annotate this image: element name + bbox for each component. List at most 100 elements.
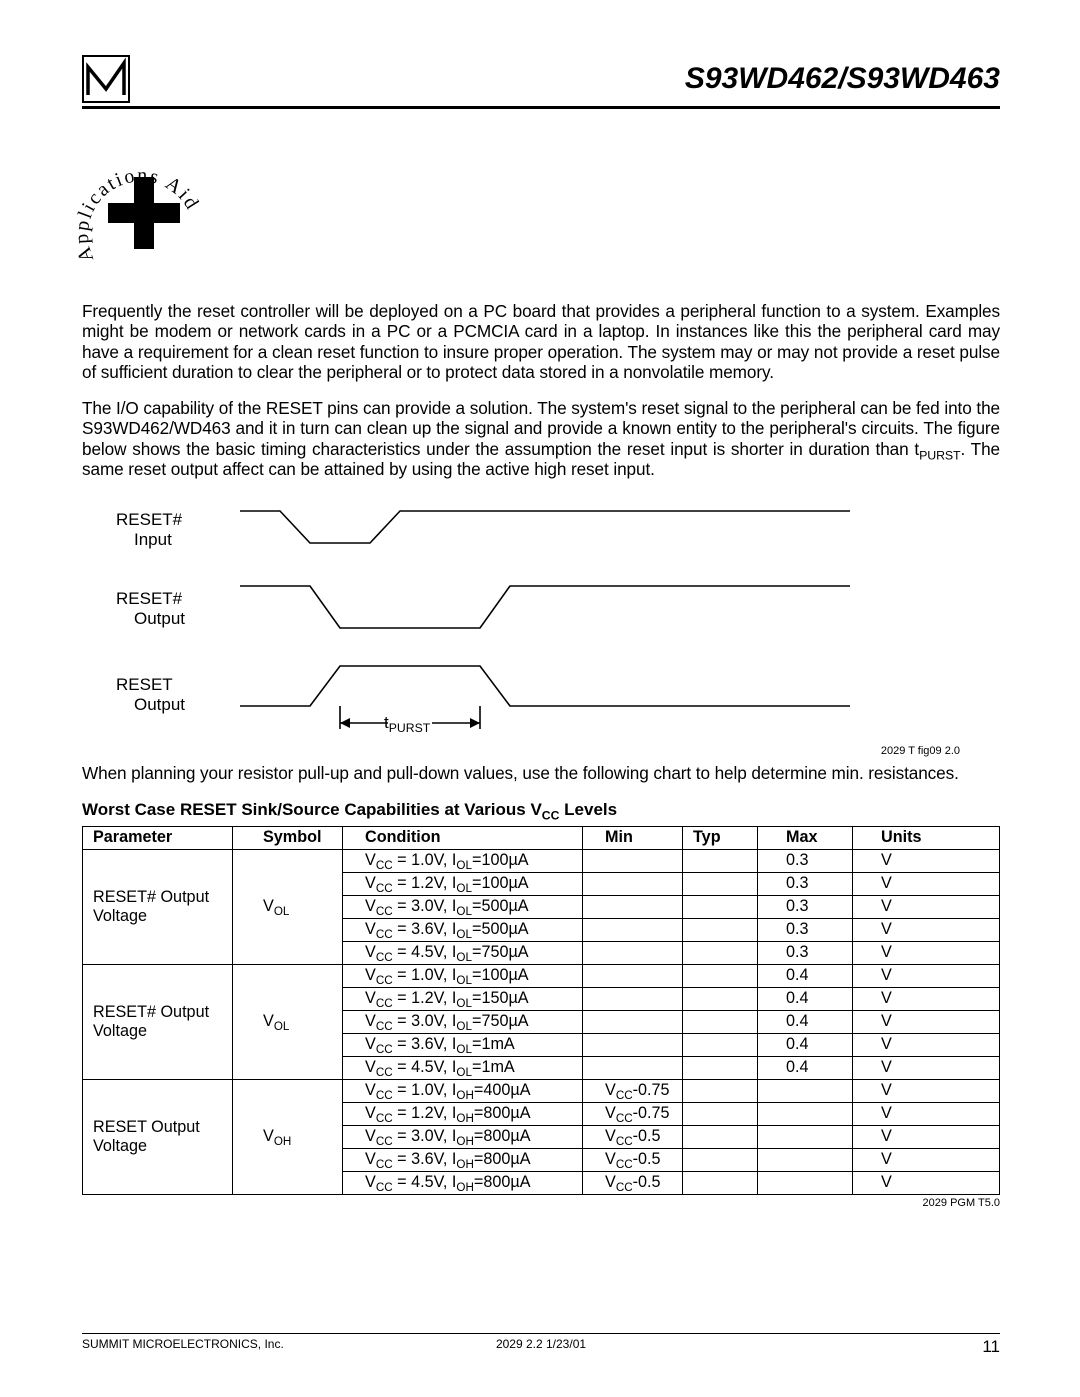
- cell-condition: VCC = 3.6V, IOL=1mA: [343, 1033, 583, 1056]
- cell-min: VCC-0.75: [583, 1102, 683, 1125]
- cell-symbol: VOH: [233, 1079, 343, 1194]
- cell-min: [583, 895, 683, 918]
- table-header: Condition: [343, 826, 583, 849]
- cell-max: [758, 1102, 853, 1125]
- figure-tag: 2029 T fig09 2.0: [82, 745, 960, 757]
- cell-min: [583, 1010, 683, 1033]
- cell-min: [583, 1033, 683, 1056]
- cell-typ: [683, 872, 758, 895]
- cell-typ: [683, 1079, 758, 1102]
- cell-condition: VCC = 3.6V, IOH=800µA: [343, 1148, 583, 1171]
- table-tag: 2029 PGM T5.0: [82, 1197, 1000, 1209]
- cell-condition: VCC = 3.6V, IOL=500µA: [343, 918, 583, 941]
- datasheet-page: S93WD462/S93WD463 Applications Aid Frequ…: [0, 0, 1080, 1397]
- svg-text:Output: Output: [134, 695, 185, 714]
- table-title: Worst Case RESET Sink/Source Capabilitie…: [82, 800, 1000, 820]
- p2-text-a: The I/O capability of the RESET pins can…: [82, 398, 1000, 459]
- table-header: Max: [758, 826, 853, 849]
- cell-typ: [683, 1033, 758, 1056]
- table-header: Min: [583, 826, 683, 849]
- cell-condition: VCC = 1.2V, IOL=150µA: [343, 987, 583, 1010]
- cell-condition: VCC = 4.5V, IOL=1mA: [343, 1056, 583, 1079]
- cell-min: [583, 849, 683, 872]
- table-row: RESET# OutputVoltageVOLVCC = 1.0V, IOL=1…: [83, 849, 1000, 872]
- cell-units: V: [853, 987, 1000, 1010]
- cell-condition: VCC = 1.0V, IOL=100µA: [343, 964, 583, 987]
- part-number-title: S93WD462/S93WD463: [685, 62, 1000, 96]
- cell-units: V: [853, 918, 1000, 941]
- cell-max: 0.4: [758, 1033, 853, 1056]
- cell-units: V: [853, 964, 1000, 987]
- cell-min: VCC-0.5: [583, 1171, 683, 1194]
- cell-units: V: [853, 1148, 1000, 1171]
- cell-max: 0.3: [758, 872, 853, 895]
- cell-max: 0.3: [758, 941, 853, 964]
- svg-text:tPURST: tPURST: [384, 713, 431, 735]
- cell-units: V: [853, 895, 1000, 918]
- cell-units: V: [853, 1125, 1000, 1148]
- company-logo: [82, 55, 130, 103]
- cell-parameter: RESET# OutputVoltage: [83, 849, 233, 964]
- cell-units: V: [853, 1171, 1000, 1194]
- cell-typ: [683, 964, 758, 987]
- footer-docinfo: 2029 2.2 1/23/01: [82, 1337, 1000, 1351]
- cell-typ: [683, 1102, 758, 1125]
- svg-text:Output: Output: [134, 609, 185, 628]
- table-title-b: Levels: [559, 800, 617, 819]
- svg-text:Applications Aid: Applications Aid: [77, 164, 204, 264]
- table-header: Parameter: [83, 826, 233, 849]
- cell-units: V: [853, 941, 1000, 964]
- applications-aid-badge: Applications Aid: [82, 151, 212, 271]
- cell-parameter: RESET OutputVoltage: [83, 1079, 233, 1194]
- cell-min: [583, 918, 683, 941]
- cell-max: 0.4: [758, 964, 853, 987]
- cell-units: V: [853, 872, 1000, 895]
- cell-condition: VCC = 4.5V, IOH=800µA: [343, 1171, 583, 1194]
- cell-min: [583, 872, 683, 895]
- cell-symbol: VOL: [233, 849, 343, 964]
- cell-units: V: [853, 1010, 1000, 1033]
- cell-parameter: RESET# OutputVoltage: [83, 964, 233, 1079]
- cell-max: 0.4: [758, 1056, 853, 1079]
- svg-text:RESET: RESET: [116, 675, 173, 694]
- cell-typ: [683, 1010, 758, 1033]
- cell-typ: [683, 895, 758, 918]
- cell-min: VCC-0.5: [583, 1125, 683, 1148]
- cell-max: [758, 1125, 853, 1148]
- page-header: S93WD462/S93WD463: [82, 55, 1000, 109]
- svg-text:Input: Input: [134, 530, 172, 549]
- cell-typ: [683, 941, 758, 964]
- cell-units: V: [853, 1102, 1000, 1125]
- cell-max: [758, 1079, 853, 1102]
- cell-max: 0.4: [758, 987, 853, 1010]
- table-title-sub: CC: [542, 808, 560, 822]
- cell-max: [758, 1148, 853, 1171]
- cell-typ: [683, 918, 758, 941]
- svg-text:RESET#: RESET#: [116, 589, 183, 608]
- cell-condition: VCC = 1.0V, IOH=400µA: [343, 1079, 583, 1102]
- p2-sub: PURST: [919, 448, 960, 462]
- cell-max: 0.3: [758, 918, 853, 941]
- spec-table: ParameterSymbolConditionMinTypMaxUnitsRE…: [82, 826, 1000, 1195]
- applications-aid-text: Applications Aid: [77, 149, 217, 277]
- cell-min: VCC-0.75: [583, 1079, 683, 1102]
- cell-max: 0.4: [758, 1010, 853, 1033]
- cell-typ: [683, 1125, 758, 1148]
- cell-units: V: [853, 1056, 1000, 1079]
- cell-max: 0.3: [758, 849, 853, 872]
- timing-diagram: tPURSTRESET#InputRESET#OutputRESETOutput: [110, 501, 1000, 741]
- cell-condition: VCC = 3.0V, IOL=750µA: [343, 1010, 583, 1033]
- cell-condition: VCC = 3.0V, IOH=800µA: [343, 1125, 583, 1148]
- cell-condition: VCC = 1.2V, IOH=800µA: [343, 1102, 583, 1125]
- cell-condition: VCC = 1.2V, IOL=100µA: [343, 872, 583, 895]
- cell-condition: VCC = 1.0V, IOL=100µA: [343, 849, 583, 872]
- intro-para-2: The I/O capability of the RESET pins can…: [82, 398, 1000, 479]
- cell-typ: [683, 1171, 758, 1194]
- cell-min: [583, 941, 683, 964]
- cell-units: V: [853, 1079, 1000, 1102]
- cell-min: [583, 1056, 683, 1079]
- intro-para-1: Frequently the reset controller will be …: [82, 301, 1000, 382]
- cell-typ: [683, 1056, 758, 1079]
- table-title-a: Worst Case RESET Sink/Source Capabilitie…: [82, 800, 542, 819]
- cell-typ: [683, 849, 758, 872]
